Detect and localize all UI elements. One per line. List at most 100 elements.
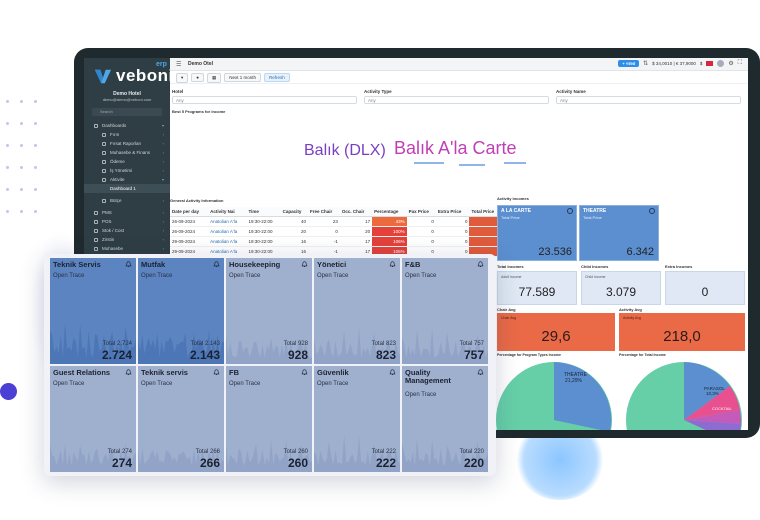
- pie-slice[interactable]: [684, 420, 741, 430]
- user-block[interactable]: Demo Hotel demo@demo@veboni.com: [84, 91, 170, 102]
- department-tile[interactable]: Mutfak Open Trace Total 2.143 2.143: [138, 258, 224, 364]
- cell-activity-link[interactable]: Anatolian A'la: [208, 216, 247, 227]
- sidebar-item-aktivite[interactable]: Aktivite ▾: [84, 175, 170, 184]
- metric-value: 29,6: [541, 328, 571, 345]
- fullscreen-icon[interactable]: ⛶: [737, 60, 742, 66]
- department-tile[interactable]: Teknik Servis Open Trace Total 2.724 2.724: [50, 258, 136, 364]
- tile-status: Open Trace: [317, 381, 349, 387]
- info-icon[interactable]: ●: [191, 73, 204, 82]
- sidebar-item-dashboards[interactable]: Dashboards ▾: [84, 121, 170, 130]
- cell-activity-link[interactable]: Anatolian A'la: [208, 226, 247, 237]
- metric-subtitle: Chair Avg: [501, 316, 517, 320]
- tile-sparkline: [50, 442, 136, 472]
- column-header[interactable]: Time: [246, 207, 281, 217]
- sidebar-item-butce[interactable]: Bütçe ›: [84, 196, 170, 205]
- chevron-icon: ▾: [161, 177, 164, 182]
- tile-sparkline: [226, 336, 312, 364]
- column-header[interactable]: Extra Price: [435, 207, 470, 217]
- sidebar-item-dashboard-1[interactable]: Dashboard 1: [84, 184, 170, 193]
- cell-capacity: 40: [280, 216, 308, 227]
- folder-icon: [102, 141, 106, 146]
- tile-total-value: 823: [375, 348, 396, 362]
- menu-icon[interactable]: ☰: [176, 61, 182, 68]
- department-tile[interactable]: Housekeeping Open Trace Total 928 928: [226, 258, 312, 364]
- sidebar-item-zirstin[interactable]: Zirstin ›: [84, 235, 170, 244]
- activity-income-card[interactable]: A LA CARTE Total Price 23.536: [497, 205, 577, 261]
- chevron-icon: ›: [162, 228, 164, 233]
- cell-date: 29-09-2024: [170, 236, 209, 247]
- cell-activity-link[interactable]: Anatolian A'la: [208, 236, 247, 247]
- sidebar-item-odeme[interactable]: Ödeme ›: [84, 157, 170, 166]
- department-tile[interactable]: Guest Relations Open Trace Total 274 274: [50, 366, 136, 472]
- bell-icon[interactable]: [389, 369, 396, 376]
- department-tile[interactable]: Güvenlik Open Trace Total 222 222: [314, 366, 400, 472]
- chevron-icon: ›: [162, 168, 164, 173]
- sidebar-item-firsat-raporlari[interactable]: Fırsat Raporları ›: [84, 139, 170, 148]
- tile-title: Housekeeping: [229, 260, 281, 269]
- hotel-select[interactable]: Any: [172, 96, 357, 104]
- sidebar-item-pos[interactable]: POS ›: [84, 217, 170, 226]
- bell-icon[interactable]: [477, 369, 484, 376]
- sidebar-item-muhasebe-finans[interactable]: Muhasebe & Finans ›: [84, 148, 170, 157]
- calendar-icon[interactable]: ▦: [206, 72, 222, 83]
- department-tile[interactable]: Teknik servis Open Trace Total 266 266: [138, 366, 224, 472]
- pie-slice[interactable]: [554, 362, 612, 430]
- department-tile[interactable]: FB Open Trace Total 260 260: [226, 366, 312, 472]
- sidebar-item-firin[interactable]: Fırın ›: [84, 130, 170, 139]
- sidebar-item-is-yonetimi[interactable]: İş Yönetimi ›: [84, 166, 170, 175]
- swap-icon[interactable]: ⇅: [643, 61, 649, 67]
- best-programs-title: Best 5 Programs for Income: [172, 109, 226, 114]
- folder-icon: [102, 132, 106, 137]
- collapse-icon[interactable]: ▾: [176, 72, 189, 83]
- department-tile[interactable]: Yönetici Open Trace Total 823 823: [314, 258, 400, 364]
- sidebar-item-stok-cost[interactable]: Stok / Cost ›: [84, 226, 170, 235]
- column-header[interactable]: Occ. Chair: [339, 207, 373, 217]
- department-tile[interactable]: F&B Open Trace Total 757 757: [402, 258, 488, 364]
- table-row[interactable]: 26-09-2024 Anatolian A'la 19:30-22:00 40…: [170, 216, 502, 227]
- cell-time: 19:30-22:00: [246, 216, 281, 227]
- sidebar-item-label: Muhasebe & Finans: [110, 150, 151, 155]
- sidebar-search-input[interactable]: Search: [92, 108, 162, 116]
- column-header[interactable]: Pax Price: [406, 207, 436, 217]
- sidebar-item-muhasebe[interactable]: Muhasebe ›: [84, 244, 170, 253]
- cell-free-chair: -1: [307, 236, 340, 247]
- column-header[interactable]: Total Price: [469, 207, 502, 217]
- currency-dropdown[interactable]: $: [699, 61, 703, 66]
- language-flag-icon[interactable]: [706, 61, 714, 66]
- table-row[interactable]: 26-09-2024 Anatolian A'la 19:30-22:00 20…: [170, 226, 502, 237]
- tile-total-label: Total 2.143: [190, 341, 220, 347]
- bell-icon[interactable]: [125, 369, 132, 376]
- activity-type-select[interactable]: Any: [364, 96, 549, 104]
- column-header[interactable]: Capacity: [280, 207, 308, 217]
- bell-icon[interactable]: [389, 261, 396, 268]
- column-header[interactable]: Date per day: [170, 207, 209, 217]
- table-row[interactable]: 29-09-2024 Anatolian A'la 19:30-22:00 16…: [170, 236, 502, 247]
- refresh-button[interactable]: Refresh: [264, 73, 290, 82]
- column-header[interactable]: Free Chair: [307, 207, 340, 217]
- avatar[interactable]: [717, 60, 725, 67]
- new-button[interactable]: + YENİ: [618, 60, 640, 67]
- activity-income-card[interactable]: THEATRE Total Price 6.342: [579, 205, 659, 261]
- pie-slice[interactable]: [684, 410, 742, 424]
- bell-icon[interactable]: [301, 261, 308, 268]
- bell-icon[interactable]: [213, 369, 220, 376]
- bell-icon[interactable]: [301, 369, 308, 376]
- brand-logo[interactable]: veboni: [94, 64, 174, 88]
- activity-name-select[interactable]: Any: [556, 96, 741, 104]
- column-header[interactable]: Activity Nai: [208, 207, 247, 217]
- pie-slice[interactable]: [684, 386, 740, 420]
- department-traces-panel: Teknik Servis Open Trace Total 2.724 2.724 M…: [44, 254, 496, 476]
- globe-icon[interactable]: [567, 208, 573, 214]
- date-range-select[interactable]: Next 1 month: [224, 73, 262, 82]
- pie-slice[interactable]: [684, 362, 730, 420]
- bell-icon[interactable]: [125, 261, 132, 268]
- bell-icon[interactable]: [213, 261, 220, 268]
- bell-icon[interactable]: [477, 261, 484, 268]
- column-header[interactable]: Percentage: [372, 207, 407, 217]
- department-tile[interactable]: Quality Management Open Trace Total 220 220: [402, 366, 488, 472]
- globe-icon[interactable]: [649, 208, 655, 214]
- sidebar-item-label: POS: [102, 219, 112, 224]
- settings-icon[interactable]: ⚙: [728, 61, 734, 67]
- child-incomes-card: Child Income 3.079: [581, 271, 661, 305]
- sidebar-item-pms[interactable]: PMS ›: [84, 208, 170, 217]
